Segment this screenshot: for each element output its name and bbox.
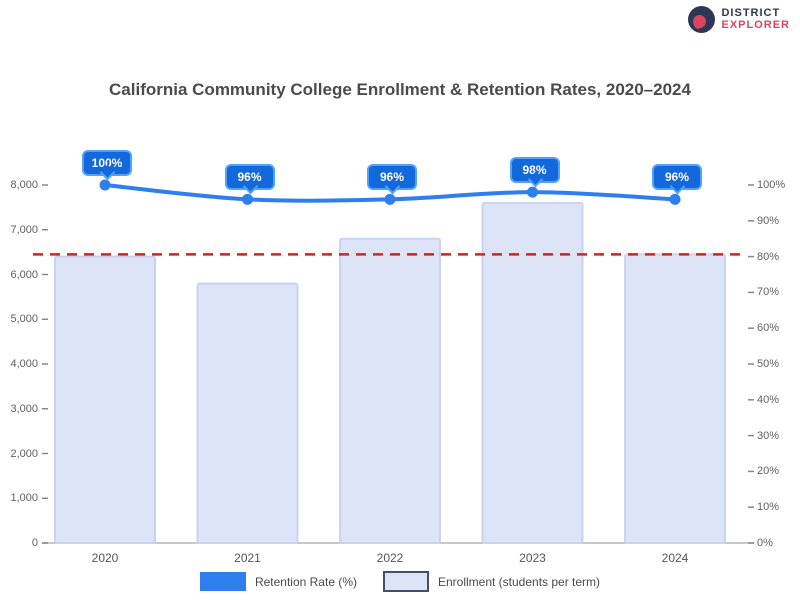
legend-item-enrollment[interactable]: Enrollment (students per term) [382,571,601,592]
line-point[interactable] [527,186,538,198]
bar[interactable] [196,282,299,544]
line-point[interactable] [384,193,396,205]
logo-text: DISTRICT EXPLORER [721,6,790,31]
brand-logo: DISTRICT EXPLORER [688,6,790,33]
logo-line2: EXPLORER [721,18,790,31]
legend-swatch-line [199,572,246,591]
legend-label-enrollment: Enrollment (students per term) [437,574,601,589]
legend-swatch-bar [382,571,429,592]
legend-label-retention-rate: Retention Rate (%) [254,574,357,589]
explorer-logo-icon [688,6,716,33]
bar[interactable] [624,253,726,545]
bar[interactable] [54,255,156,544]
line-point[interactable] [669,193,681,205]
logo-line1: DISTRICT [721,6,781,19]
line-point[interactable] [99,179,111,191]
line-point[interactable] [242,193,253,205]
chart-title: California Community College Enrollment … [109,80,691,99]
legend-item-retention-rate[interactable]: Retention Rate (%) [199,572,357,591]
legend: Retention Rate (%) Enrollment (students … [0,571,800,592]
bar[interactable] [339,237,441,544]
bar[interactable] [481,201,584,544]
